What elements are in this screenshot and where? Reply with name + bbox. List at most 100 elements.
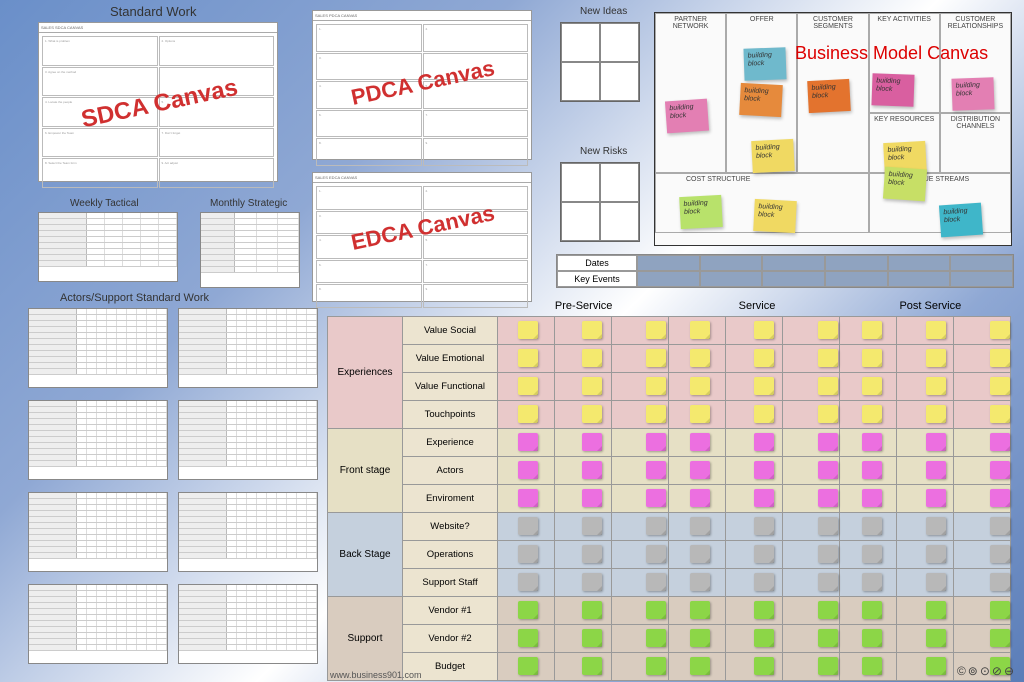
bmc-sticky: building block bbox=[743, 47, 786, 80]
sticky-note bbox=[582, 461, 602, 479]
sticky-note bbox=[990, 405, 1010, 423]
sticky-note bbox=[754, 573, 774, 591]
sticky-note bbox=[646, 321, 666, 339]
bmc-sticky: building block bbox=[753, 199, 797, 233]
sticky-note bbox=[518, 405, 538, 423]
sticky-note bbox=[990, 377, 1010, 395]
sticky-note bbox=[862, 573, 882, 591]
sticky-note bbox=[754, 517, 774, 535]
sticky-note bbox=[690, 377, 710, 395]
actor-grid bbox=[28, 308, 168, 388]
sticky-note bbox=[818, 545, 838, 563]
actor-grid bbox=[178, 492, 318, 572]
sticky-note bbox=[690, 461, 710, 479]
sticky-note bbox=[926, 601, 946, 619]
sticky-note bbox=[862, 657, 882, 675]
sticky-note bbox=[862, 517, 882, 535]
sticky-note bbox=[754, 629, 774, 647]
sticky-note bbox=[926, 433, 946, 451]
sticky-note bbox=[690, 573, 710, 591]
sticky-note bbox=[990, 601, 1010, 619]
sticky-note bbox=[646, 517, 666, 535]
sticky-note bbox=[926, 545, 946, 563]
sticky-note bbox=[518, 461, 538, 479]
sticky-note bbox=[862, 489, 882, 507]
sticky-note bbox=[582, 573, 602, 591]
sticky-note bbox=[926, 321, 946, 339]
sticky-note bbox=[754, 377, 774, 395]
standard-work-title: Standard Work bbox=[110, 4, 196, 19]
sticky-note bbox=[690, 517, 710, 535]
sticky-note bbox=[690, 349, 710, 367]
sticky-note bbox=[518, 377, 538, 395]
sticky-note bbox=[990, 321, 1010, 339]
sticky-note bbox=[862, 461, 882, 479]
sticky-note bbox=[646, 461, 666, 479]
actor-grid bbox=[28, 492, 168, 572]
sticky-note bbox=[690, 433, 710, 451]
sticky-note bbox=[754, 545, 774, 563]
bmc-sticky: building block bbox=[807, 79, 851, 113]
sticky-note bbox=[518, 349, 538, 367]
sticky-note bbox=[990, 489, 1010, 507]
sticky-note bbox=[818, 489, 838, 507]
sticky-note bbox=[862, 601, 882, 619]
sticky-note bbox=[926, 349, 946, 367]
bmc-sticky: building block bbox=[951, 77, 994, 110]
sticky-note bbox=[926, 461, 946, 479]
new-ideas-label: New Ideas bbox=[580, 6, 627, 17]
sticky-note bbox=[582, 321, 602, 339]
bmc-sticky: building block bbox=[739, 83, 783, 117]
sticky-note bbox=[690, 629, 710, 647]
sticky-note bbox=[518, 601, 538, 619]
weekly-tactical-label: Weekly Tactical bbox=[70, 198, 139, 209]
sticky-note bbox=[754, 321, 774, 339]
sticky-note bbox=[862, 405, 882, 423]
sticky-note bbox=[818, 433, 838, 451]
kv-bar: Dates Key Events bbox=[556, 254, 1014, 288]
sticky-note bbox=[646, 629, 666, 647]
bmc-sticky: building block bbox=[939, 203, 983, 238]
sticky-note bbox=[582, 489, 602, 507]
sticky-note bbox=[518, 629, 538, 647]
sticky-note bbox=[754, 601, 774, 619]
sticky-note bbox=[690, 405, 710, 423]
sticky-note bbox=[818, 461, 838, 479]
sticky-note bbox=[990, 517, 1010, 535]
sticky-note bbox=[862, 321, 882, 339]
sticky-note bbox=[582, 545, 602, 563]
sticky-note bbox=[862, 377, 882, 395]
bmc-sticky: building block bbox=[679, 195, 723, 229]
sticky-note bbox=[754, 405, 774, 423]
sticky-note bbox=[518, 321, 538, 339]
service-matrix: ExperiencesValue SocialValue EmotionalVa… bbox=[327, 316, 1011, 681]
sticky-note bbox=[754, 461, 774, 479]
sticky-note bbox=[582, 657, 602, 675]
sticky-note bbox=[646, 601, 666, 619]
actor-grid bbox=[178, 308, 318, 388]
sticky-note bbox=[646, 377, 666, 395]
sticky-note bbox=[862, 629, 882, 647]
sticky-note bbox=[990, 545, 1010, 563]
sticky-note bbox=[646, 573, 666, 591]
sticky-note bbox=[518, 489, 538, 507]
sticky-note bbox=[690, 321, 710, 339]
actor-grid bbox=[28, 584, 168, 664]
edca-canvas-doc: SALES EDCA CANVAS 1.2. 3. 4.5. 6.7. 8.9. bbox=[312, 172, 532, 302]
weekly-tactical-grid bbox=[38, 212, 178, 282]
sticky-note bbox=[518, 657, 538, 675]
sticky-note bbox=[818, 657, 838, 675]
sticky-note bbox=[690, 489, 710, 507]
sticky-note bbox=[926, 377, 946, 395]
sticky-note bbox=[862, 433, 882, 451]
sticky-note bbox=[690, 601, 710, 619]
sticky-note bbox=[818, 349, 838, 367]
sticky-note bbox=[990, 349, 1010, 367]
sticky-note bbox=[582, 377, 602, 395]
sticky-note bbox=[646, 433, 666, 451]
sticky-note bbox=[582, 405, 602, 423]
sticky-note bbox=[582, 517, 602, 535]
sticky-note bbox=[518, 573, 538, 591]
sticky-note bbox=[518, 433, 538, 451]
bmc-sticky: building block bbox=[751, 139, 795, 173]
